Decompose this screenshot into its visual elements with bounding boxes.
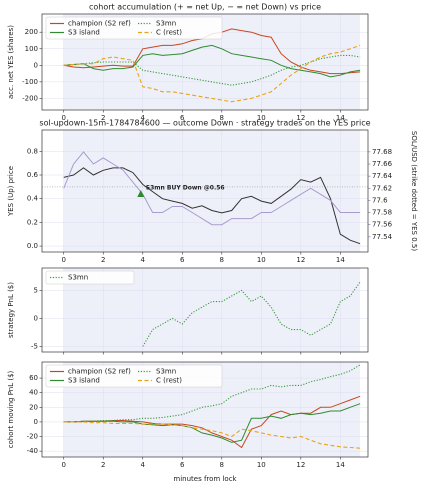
y-tick-label: -20 <box>27 433 38 441</box>
y-tick-label: 0.2 <box>27 218 38 226</box>
x-tick-label: 8 <box>220 256 224 264</box>
x-tick-label: 0 <box>61 461 65 469</box>
y-tick-label: -40 <box>27 447 38 455</box>
y-tick-label: -100 <box>22 78 38 86</box>
y-tick-label: 60 <box>29 374 38 382</box>
y-axis-label: acc. net YES (shares) <box>7 25 15 99</box>
x-tick-label: 6 <box>180 256 185 264</box>
x-axis-label: minutes from lock <box>173 475 237 483</box>
legend-box <box>45 16 223 40</box>
shaded-window <box>63 130 361 252</box>
y-tick-label: -5 <box>31 342 38 350</box>
x-tick-label: 12 <box>296 256 305 264</box>
legend-label: S3 island <box>68 29 100 37</box>
y-tick-label: 200 <box>25 28 38 36</box>
axes-frame <box>41 129 369 253</box>
y-tick-label: 0.0 <box>27 242 38 250</box>
series-line <box>63 395 361 449</box>
x-tick-label: 10 <box>257 256 266 264</box>
y-tick-label: 0 <box>34 61 38 69</box>
y2-tick-label: 77.56 <box>372 221 393 229</box>
x-tick-label: 0 <box>61 114 65 122</box>
y2-tick-label: 77.54 <box>372 233 393 241</box>
axes-frame <box>41 13 369 111</box>
series-line <box>63 151 361 226</box>
y-axis-label: strategy PnL ($) <box>7 282 15 338</box>
legend-label: C (rest) <box>156 29 182 37</box>
y-tick-label: -200 <box>22 94 38 102</box>
y-tick-label: 40 <box>29 389 38 397</box>
legend-label: S3mn <box>68 274 88 282</box>
x-tick-label: 2 <box>101 114 105 122</box>
legend-box <box>45 364 223 388</box>
y2-tick-label: 77.64 <box>372 172 393 180</box>
y2-tick-label: 77.66 <box>372 160 393 168</box>
legend-label: champion (S2 ref) <box>68 368 131 376</box>
panel: 0 2 4 6 8 10 12 14 0.0 0.2 0.4 0.6 0.8 77.54 77.56 77.5… <box>7 119 418 265</box>
axes-frame <box>41 361 369 458</box>
legend-label: C (rest) <box>156 377 182 385</box>
legend-label: S3mn <box>156 20 176 28</box>
series-line <box>63 403 361 443</box>
y-tick-label: 100 <box>25 45 38 53</box>
x-tick-label: 14 <box>336 256 345 264</box>
axes-frame <box>41 267 369 353</box>
series-line <box>63 167 361 245</box>
x-tick-label: 2 <box>101 256 105 264</box>
x-tick-label: 12 <box>296 114 305 122</box>
x-tick-label: 10 <box>257 461 266 469</box>
x-tick-label: 6 <box>180 461 185 469</box>
trade-marker <box>137 189 145 197</box>
y2-tick-label: 77.68 <box>372 148 392 156</box>
legend-label: champion (S2 ref) <box>68 20 131 28</box>
legend-label: S3mn <box>156 368 176 376</box>
series-line <box>63 421 361 449</box>
panel: 0 2 4 6 8 10 12 14 -40 -20 0 20 40 60 cohort moving Pn… <box>7 361 369 483</box>
x-tick-label: 6 <box>180 114 185 122</box>
x-tick-label: 10 <box>257 114 266 122</box>
x-tick-label: 4 <box>141 114 146 122</box>
panel-title: cohort accumulation (+ = net Up, − = net… <box>89 3 321 12</box>
y-axis-label: YES (Up) price <box>7 166 15 217</box>
x-tick-label: 14 <box>336 461 345 469</box>
y2-axis-label: SOL/USD (strike dotted = YES 0.5) <box>410 131 418 251</box>
x-tick-label: 14 <box>336 114 345 122</box>
trade-annotation: S3mn BUY Down @0.56 <box>146 184 225 191</box>
y2-tick-label: 77.58 <box>372 209 392 217</box>
legend-label: S3 island <box>68 377 100 385</box>
y-axis-label: cohort moving PnL ($) <box>7 370 15 448</box>
y-tick-label: 0.8 <box>27 147 38 155</box>
y2-tick-label: 77.6 <box>372 196 388 204</box>
x-tick-label: 4 <box>141 461 146 469</box>
x-tick-label: 4 <box>141 256 146 264</box>
y2-tick-label: 77.62 <box>372 184 392 192</box>
series-line <box>63 44 361 78</box>
x-tick-label: 2 <box>101 461 105 469</box>
y-tick-label: 0.4 <box>27 195 39 203</box>
y-tick-label: 0 <box>34 418 38 426</box>
x-tick-label: 8 <box>220 114 224 122</box>
panel-title: sol-updown-15m-1784784600 — outcome Down… <box>39 119 370 128</box>
x-tick-label: 12 <box>296 461 305 469</box>
panel: -5 0 5 strategy PnL ($) S3mn <box>7 267 369 355</box>
x-tick-label: 8 <box>220 461 224 469</box>
panel: 0 2 4 6 8 10 12 14 -200 -100 0 100 200 cohort accumul… <box>7 3 369 122</box>
legend-box <box>45 270 135 285</box>
y-tick-label: 0.6 <box>27 171 39 179</box>
y-tick-label: 20 <box>29 403 38 411</box>
y-tick-label: 5 <box>34 286 38 294</box>
y-tick-label: 0 <box>34 314 38 322</box>
series-line <box>63 44 361 103</box>
x-tick-label: 0 <box>61 256 65 264</box>
